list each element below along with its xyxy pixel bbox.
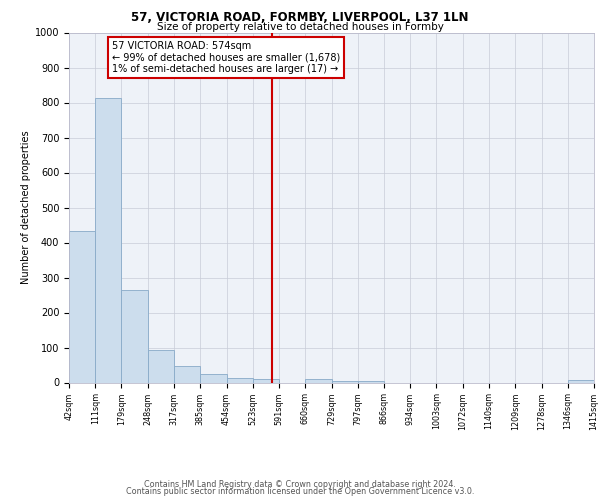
Text: Size of property relative to detached houses in Formby: Size of property relative to detached ho… xyxy=(157,22,443,32)
Bar xyxy=(174,366,200,382)
Bar xyxy=(148,350,174,382)
Bar xyxy=(227,378,253,382)
Y-axis label: Number of detached properties: Number of detached properties xyxy=(20,130,31,284)
Bar xyxy=(358,381,384,382)
Text: Contains public sector information licensed under the Open Government Licence v3: Contains public sector information licen… xyxy=(126,487,474,496)
Bar xyxy=(332,381,358,382)
Bar xyxy=(305,379,332,382)
Text: 57 VICTORIA ROAD: 574sqm
← 99% of detached houses are smaller (1,678)
1% of semi: 57 VICTORIA ROAD: 574sqm ← 99% of detach… xyxy=(112,42,340,74)
Text: 57, VICTORIA ROAD, FORMBY, LIVERPOOL, L37 1LN: 57, VICTORIA ROAD, FORMBY, LIVERPOOL, L3… xyxy=(131,11,469,24)
Bar xyxy=(253,379,279,382)
Bar xyxy=(95,98,121,383)
Bar xyxy=(121,290,148,382)
Text: Contains HM Land Registry data © Crown copyright and database right 2024.: Contains HM Land Registry data © Crown c… xyxy=(144,480,456,489)
Bar xyxy=(200,374,227,382)
Bar xyxy=(568,380,594,382)
Bar xyxy=(69,231,95,382)
